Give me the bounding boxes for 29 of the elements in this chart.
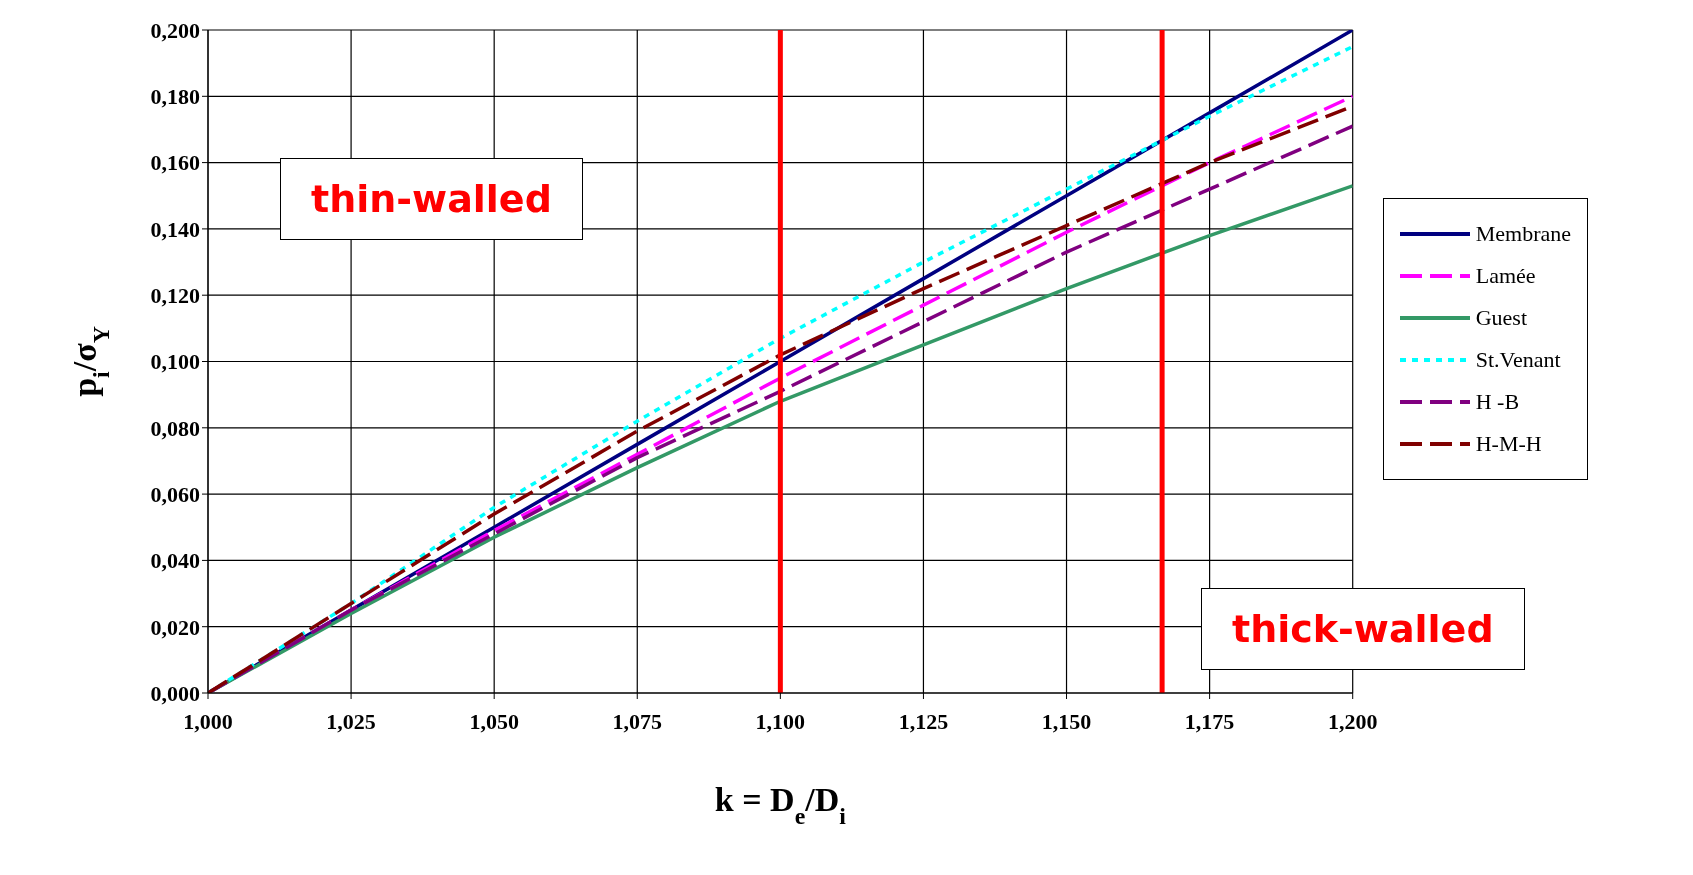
y-tick-label: 0,140 [150, 216, 200, 242]
legend-label: Lamée [1475, 263, 1536, 289]
y-tick-label: 0,200 [150, 17, 200, 43]
x-tick-label: 1,075 [612, 708, 663, 734]
y-tick-label: 0,180 [150, 84, 200, 110]
legend-label: St.Venant [1475, 347, 1561, 373]
y-tick-label: 0,040 [150, 548, 200, 574]
annotation: thick-walled [1201, 588, 1525, 670]
legend-label: H -B [1475, 389, 1520, 415]
y-tick-label: 0,080 [150, 415, 200, 441]
y-tick-label: 0,020 [150, 614, 200, 640]
legend-label: Membrane [1475, 221, 1571, 247]
y-tick-label: 0,000 [150, 680, 200, 706]
y-tick-label: 0,160 [150, 150, 200, 176]
x-tick-label: 1,025 [326, 708, 376, 734]
x-tick-label: 1,150 [1041, 708, 1092, 734]
annotation: thin-walled [280, 158, 583, 240]
x-tick-label: 1,000 [183, 708, 233, 734]
legend-label: H-M-H [1475, 431, 1542, 457]
y-tick-label: 0,120 [150, 283, 200, 309]
x-axis-title: k = D$_{e}$/D$_{i}$ [714, 781, 847, 829]
x-tick-label: 1,100 [755, 708, 806, 734]
y-tick-label: 0,060 [150, 481, 200, 507]
x-tick-label: 1,050 [469, 708, 519, 734]
x-tick-label: 1,125 [898, 708, 949, 734]
x-tick-label: 1,200 [1327, 708, 1378, 734]
y-tick-label: 0,100 [150, 349, 200, 375]
x-tick-label: 1,175 [1184, 708, 1235, 734]
legend-label: Guest [1475, 305, 1528, 331]
